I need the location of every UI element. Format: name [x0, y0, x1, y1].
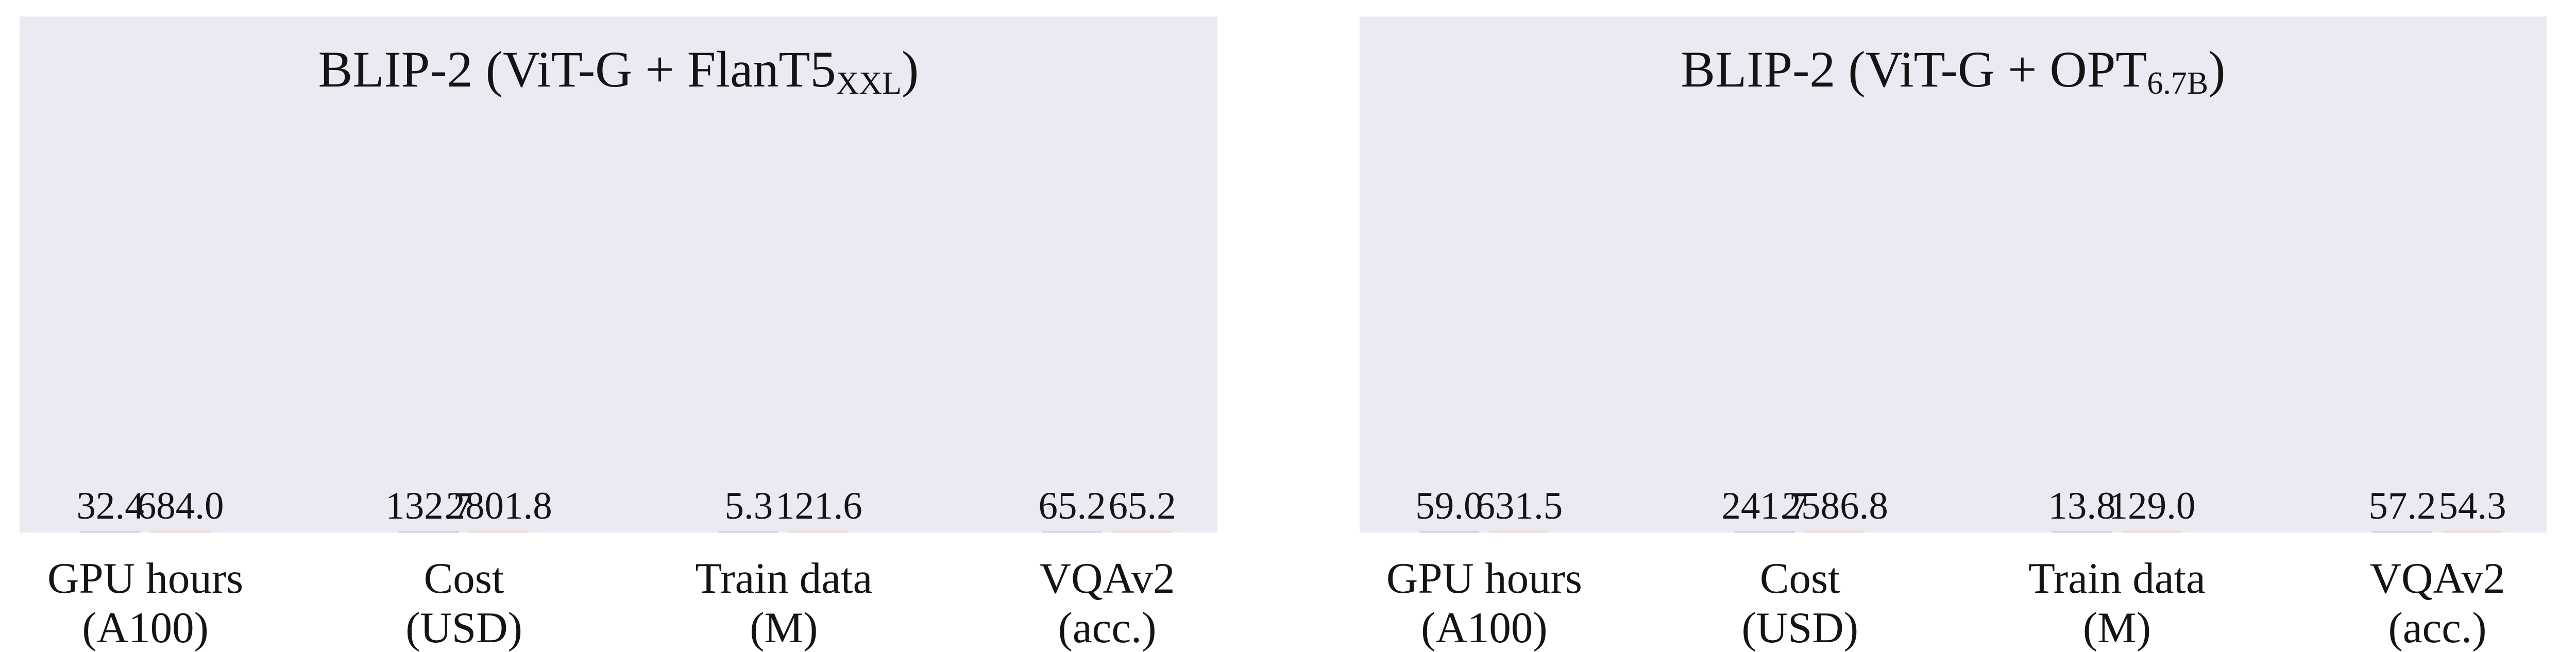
chart-title-close: ): [2208, 41, 2226, 98]
x-tick-line2: (USD): [405, 604, 522, 652]
bar-value-label: 54.3: [2438, 485, 2506, 527]
bar-value-label: 57.2: [2368, 485, 2436, 527]
bar-value-label: 2586.8: [1782, 485, 1888, 527]
x-tick-line1: Cost: [1759, 554, 1840, 603]
x-tick-line1: Cost: [423, 554, 504, 603]
x-tick-line1: VQAv2: [1039, 554, 1175, 603]
bar-scratch: 2586.8: [1782, 487, 1888, 533]
chart-title-subscript: XXL: [836, 65, 902, 101]
bar-value-label: 32.4: [76, 485, 144, 527]
chart-plot-area: 32.4 684.0 132.7 2801.8 5.3 121.6 65.2 65.2: [20, 16, 1217, 533]
bar-vpgtrans: 241.7: [1721, 487, 1808, 533]
x-tick-line1: Train data: [695, 554, 873, 603]
x-tick-label: VQAv2 (acc.): [1040, 554, 1175, 652]
bar-value-label: 132.7: [385, 485, 472, 527]
bar-vpgtrans: 5.3: [719, 487, 779, 533]
bar-scratch: 54.3: [2438, 487, 2506, 533]
x-tick-line2: (acc.): [2388, 604, 2487, 652]
bar-value-label: 5.3: [724, 485, 773, 527]
chart-title: BLIP-2 (ViT-G + FlanT5XXL): [20, 41, 1217, 101]
chart-title-close: ): [902, 41, 919, 98]
bar-group: 65.2 65.2: [1038, 487, 1176, 533]
bar-group: 5.3 121.6: [719, 487, 862, 533]
bar-vpgtrans: 132.7: [385, 487, 472, 533]
bar-value-label: 2801.8: [446, 485, 552, 527]
chart-title-text: BLIP-2 (ViT-G + FlanT5: [318, 41, 836, 98]
chart-title-text: BLIP-2 (ViT-G + OPT: [1681, 41, 2147, 98]
x-tick-line2: (A100): [82, 604, 209, 652]
bar-value-label: 13.8: [2048, 485, 2116, 527]
x-tick-line2: (M): [2082, 604, 2151, 652]
bar-value-label: 65.2: [1108, 485, 1176, 527]
x-tick-line2: (acc.): [1058, 604, 1157, 652]
chart-title: BLIP-2 (ViT-G + OPT6.7B): [1360, 41, 2547, 101]
bar-value-label: 129.0: [2108, 485, 2196, 527]
bar-scratch: 2801.8: [446, 487, 552, 533]
bar-value-label: 121.6: [775, 485, 862, 527]
x-tick-label: Cost (USD): [1741, 554, 1858, 652]
bar-scratch: 684.0: [137, 487, 224, 533]
x-tick-line1: GPU hours: [47, 554, 244, 603]
x-tick-line1: Train data: [2028, 554, 2206, 603]
bar-group: 241.7 2586.8: [1721, 487, 1888, 533]
bar-group: 59.0 631.5: [1415, 487, 1563, 533]
bar-group: 57.2 54.3: [2368, 487, 2506, 533]
x-tick-label: Train data (M): [695, 554, 872, 652]
bar-value-label: 631.5: [1476, 485, 1563, 527]
x-tick-label: GPU hours (A100): [47, 554, 243, 652]
x-tick-line1: VQAv2: [2369, 554, 2505, 603]
x-tick-label: GPU hours (A100): [1386, 554, 1582, 652]
bar-value-label: 684.0: [137, 485, 224, 527]
x-tick-line2: (M): [750, 604, 818, 652]
bar-group: 132.7 2801.8: [385, 487, 552, 533]
bar-scratch: 121.6: [775, 487, 862, 533]
x-tick-line2: (A100): [1421, 604, 1548, 652]
x-tick-label: Train data (M): [2028, 554, 2206, 652]
bar-vpgtrans: 59.0: [1415, 487, 1483, 533]
bar-scratch: 65.2: [1108, 487, 1176, 533]
x-tick-label: VQAv2 (acc.): [2370, 554, 2505, 652]
x-tick-line2: (USD): [1741, 604, 1859, 652]
bar-vpgtrans: 13.8: [2048, 487, 2116, 533]
chart-flant5xxl: 32.4 684.0 132.7 2801.8 5.3 121.6 65.2 65.2 BLI…: [20, 16, 1217, 652]
bar-group: 32.4 684.0: [77, 487, 224, 533]
chart-plot-area: 59.0 631.5 241.7 2586.8 13.8 129.0 57.2 54.3: [1360, 16, 2547, 533]
bar-value-label: 65.2: [1038, 485, 1106, 527]
bar-value-label: 59.0: [1415, 485, 1483, 527]
bar-value-label: 241.7: [1721, 485, 1809, 527]
chart-opt67b: 59.0 631.5 241.7 2586.8 13.8 129.0 57.2 54.3 BL…: [1360, 16, 2547, 652]
bar-scratch: 129.0: [2109, 487, 2195, 533]
bar-vpgtrans: 65.2: [1038, 487, 1106, 533]
x-tick-label: Cost (USD): [405, 554, 522, 652]
x-tick-line1: GPU hours: [1386, 554, 1582, 603]
bar-group: 13.8 129.0: [2048, 487, 2195, 533]
bar-scratch: 631.5: [1476, 487, 1563, 533]
chart-title-subscript: 6.7B: [2147, 65, 2209, 101]
bar-vpgtrans: 32.4: [77, 487, 144, 533]
bar-vpgtrans: 57.2: [2368, 487, 2436, 533]
